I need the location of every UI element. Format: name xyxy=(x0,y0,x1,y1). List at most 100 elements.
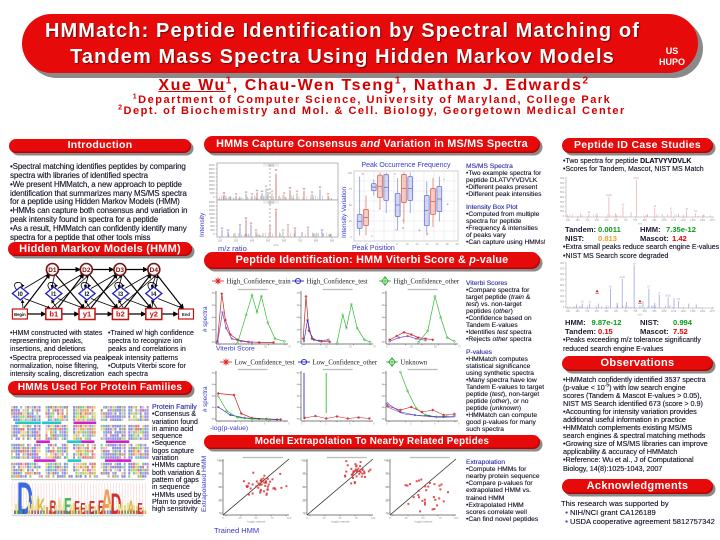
svg-text:3500: 3500 xyxy=(209,167,215,171)
svg-text:1475: 1475 xyxy=(709,310,715,313)
svg-text:0: 0 xyxy=(304,512,306,516)
svg-text:-log(p) trained: -log(p) trained xyxy=(414,520,433,524)
svg-text:455: 455 xyxy=(595,310,600,313)
svg-text:39.9: 39.9 xyxy=(268,200,274,204)
svg-text:K: K xyxy=(37,494,45,519)
svg-text:0: 0 xyxy=(213,195,215,199)
svg-text:-log(p) trained: -log(p) trained xyxy=(331,520,350,524)
svg-text:b5: b5 xyxy=(609,285,612,289)
svg-text:0: 0 xyxy=(213,232,215,236)
svg-text:50: 50 xyxy=(254,516,258,520)
svg-text:75: 75 xyxy=(218,471,222,475)
svg-text:200: 200 xyxy=(566,219,571,222)
svg-text:E: E xyxy=(89,499,95,519)
svg-text:0: 0 xyxy=(387,512,389,516)
svg-text:High_Confidence_test: High_Confidence_test xyxy=(307,278,368,285)
svg-text:500: 500 xyxy=(266,239,271,243)
svg-text:50: 50 xyxy=(434,345,437,349)
svg-text:75: 75 xyxy=(373,345,376,349)
svg-text:Low_Confidence_test: Low_Confidence_test xyxy=(235,359,295,366)
svg-text:540: 540 xyxy=(604,310,609,313)
svg-text:y1: y1 xyxy=(83,310,91,319)
svg-text:200: 200 xyxy=(218,239,223,243)
svg-text:50: 50 xyxy=(349,345,352,349)
svg-text:6: 6 xyxy=(349,422,351,426)
svg-text:370: 370 xyxy=(585,219,590,222)
svg-text:1305: 1305 xyxy=(690,219,696,222)
svg-text:700: 700 xyxy=(298,239,303,243)
svg-text:A: A xyxy=(128,498,135,520)
svg-text:I: I xyxy=(560,196,563,197)
svg-text:3500: 3500 xyxy=(560,268,565,271)
svg-text:18: 18 xyxy=(445,242,449,246)
svg-text:1000: 1000 xyxy=(209,212,215,216)
svg-text:1400: 1400 xyxy=(209,204,215,208)
svg-text:1390: 1390 xyxy=(700,219,706,222)
svg-text:0: 0 xyxy=(389,516,391,520)
svg-text:y8: y8 xyxy=(685,207,688,211)
svg-text:Viterbi Score: Viterbi Score xyxy=(216,346,255,353)
svg-text:V: V xyxy=(58,494,66,519)
svg-text:285: 285 xyxy=(576,310,581,313)
svg-text:75: 75 xyxy=(354,516,358,520)
svg-text:25: 25 xyxy=(240,345,243,349)
svg-text:Unknown: Unknown xyxy=(401,359,428,366)
svg-text:1475: 1475 xyxy=(709,219,715,222)
svg-text:75: 75 xyxy=(438,516,442,520)
svg-text:0: 0 xyxy=(301,345,303,349)
svg-text:2000: 2000 xyxy=(209,179,215,183)
svg-text:-log(p-value): -log(p-value) xyxy=(210,425,248,432)
svg-text:100: 100 xyxy=(371,516,376,520)
svg-text:100: 100 xyxy=(454,516,459,520)
svg-text:# spectra: # spectra xyxy=(202,306,209,332)
svg-text:4000: 4000 xyxy=(560,177,565,180)
svg-text:D2: D2 xyxy=(82,267,91,274)
svg-text:y4(2): y4(2) xyxy=(619,275,625,279)
svg-text:2000: 2000 xyxy=(560,196,565,199)
svg-text:100: 100 xyxy=(301,458,306,462)
svg-text:38.9: 38.9 xyxy=(268,163,274,167)
svg-text:1050: 1050 xyxy=(661,219,667,222)
svg-text:100: 100 xyxy=(384,458,389,462)
svg-text:600: 600 xyxy=(282,239,287,243)
svg-text:y3: y3 xyxy=(622,202,625,206)
svg-text:965: 965 xyxy=(652,219,657,222)
svg-text:800: 800 xyxy=(210,216,215,220)
svg-text:E: E xyxy=(80,500,85,518)
svg-text:E: E xyxy=(137,500,142,518)
svg-text:b9: b9 xyxy=(694,209,697,213)
svg-text:1220: 1220 xyxy=(681,219,687,222)
svg-text:20: 20 xyxy=(455,242,459,246)
svg-text:880: 880 xyxy=(643,310,648,313)
svg-text:I1: I1 xyxy=(51,292,57,298)
svg-text:600: 600 xyxy=(210,220,215,224)
svg-text:1500: 1500 xyxy=(560,201,565,204)
svg-text:710: 710 xyxy=(624,310,629,313)
svg-text:0: 0 xyxy=(563,215,565,218)
svg-text:500: 500 xyxy=(560,301,565,304)
svg-text:2500: 2500 xyxy=(560,191,565,194)
svg-text:6: 6 xyxy=(434,422,436,426)
svg-text:b1: b1 xyxy=(49,310,58,319)
svg-text:75: 75 xyxy=(302,471,306,475)
svg-text:4000: 4000 xyxy=(560,262,565,265)
svg-text:B: B xyxy=(50,498,57,520)
svg-text:400: 400 xyxy=(210,224,215,228)
svg-text:I4: I4 xyxy=(151,292,157,298)
svg-text:455: 455 xyxy=(595,219,600,222)
svg-text:y7: y7 xyxy=(670,207,673,211)
svg-text:0: 0 xyxy=(386,345,388,349)
svg-text:1000: 1000 xyxy=(560,295,565,298)
svg-text:200: 200 xyxy=(566,310,571,313)
svg-text:2000: 2000 xyxy=(560,284,565,287)
svg-text:1050: 1050 xyxy=(661,310,667,313)
svg-text:14: 14 xyxy=(425,242,429,246)
svg-text:370: 370 xyxy=(585,310,590,313)
svg-text:1390: 1390 xyxy=(700,310,706,313)
svg-text:1305: 1305 xyxy=(690,310,696,313)
svg-text:25: 25 xyxy=(218,499,222,503)
svg-text:75: 75 xyxy=(349,187,353,191)
svg-text:0: 0 xyxy=(386,422,388,426)
svg-text:50: 50 xyxy=(349,203,353,207)
svg-text:1500: 1500 xyxy=(560,290,565,293)
